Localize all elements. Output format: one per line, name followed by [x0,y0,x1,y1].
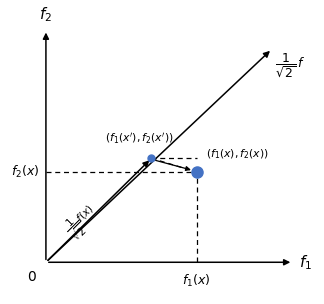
Text: $\dfrac{1}{\sqrt{2}}$$\,f$: $\dfrac{1}{\sqrt{2}}$$\,f$ [275,52,306,80]
Text: $0$: $0$ [27,271,37,285]
Text: $f_1$: $f_1$ [299,253,312,271]
Text: $(f_1(x), f_2(x))$: $(f_1(x), f_2(x))$ [206,147,269,161]
Text: $f_2$: $f_2$ [40,5,52,24]
Text: $f_2(x)$: $f_2(x)$ [11,164,40,180]
Text: $f_1(x)$: $f_1(x)$ [182,273,211,289]
Text: $(f_1(x^\prime), f_2(x^\prime))$: $(f_1(x^\prime), f_2(x^\prime))$ [105,131,174,146]
Text: $\dfrac{1}{\sqrt{2}}f(x)$: $\dfrac{1}{\sqrt{2}}f(x)$ [60,199,105,244]
